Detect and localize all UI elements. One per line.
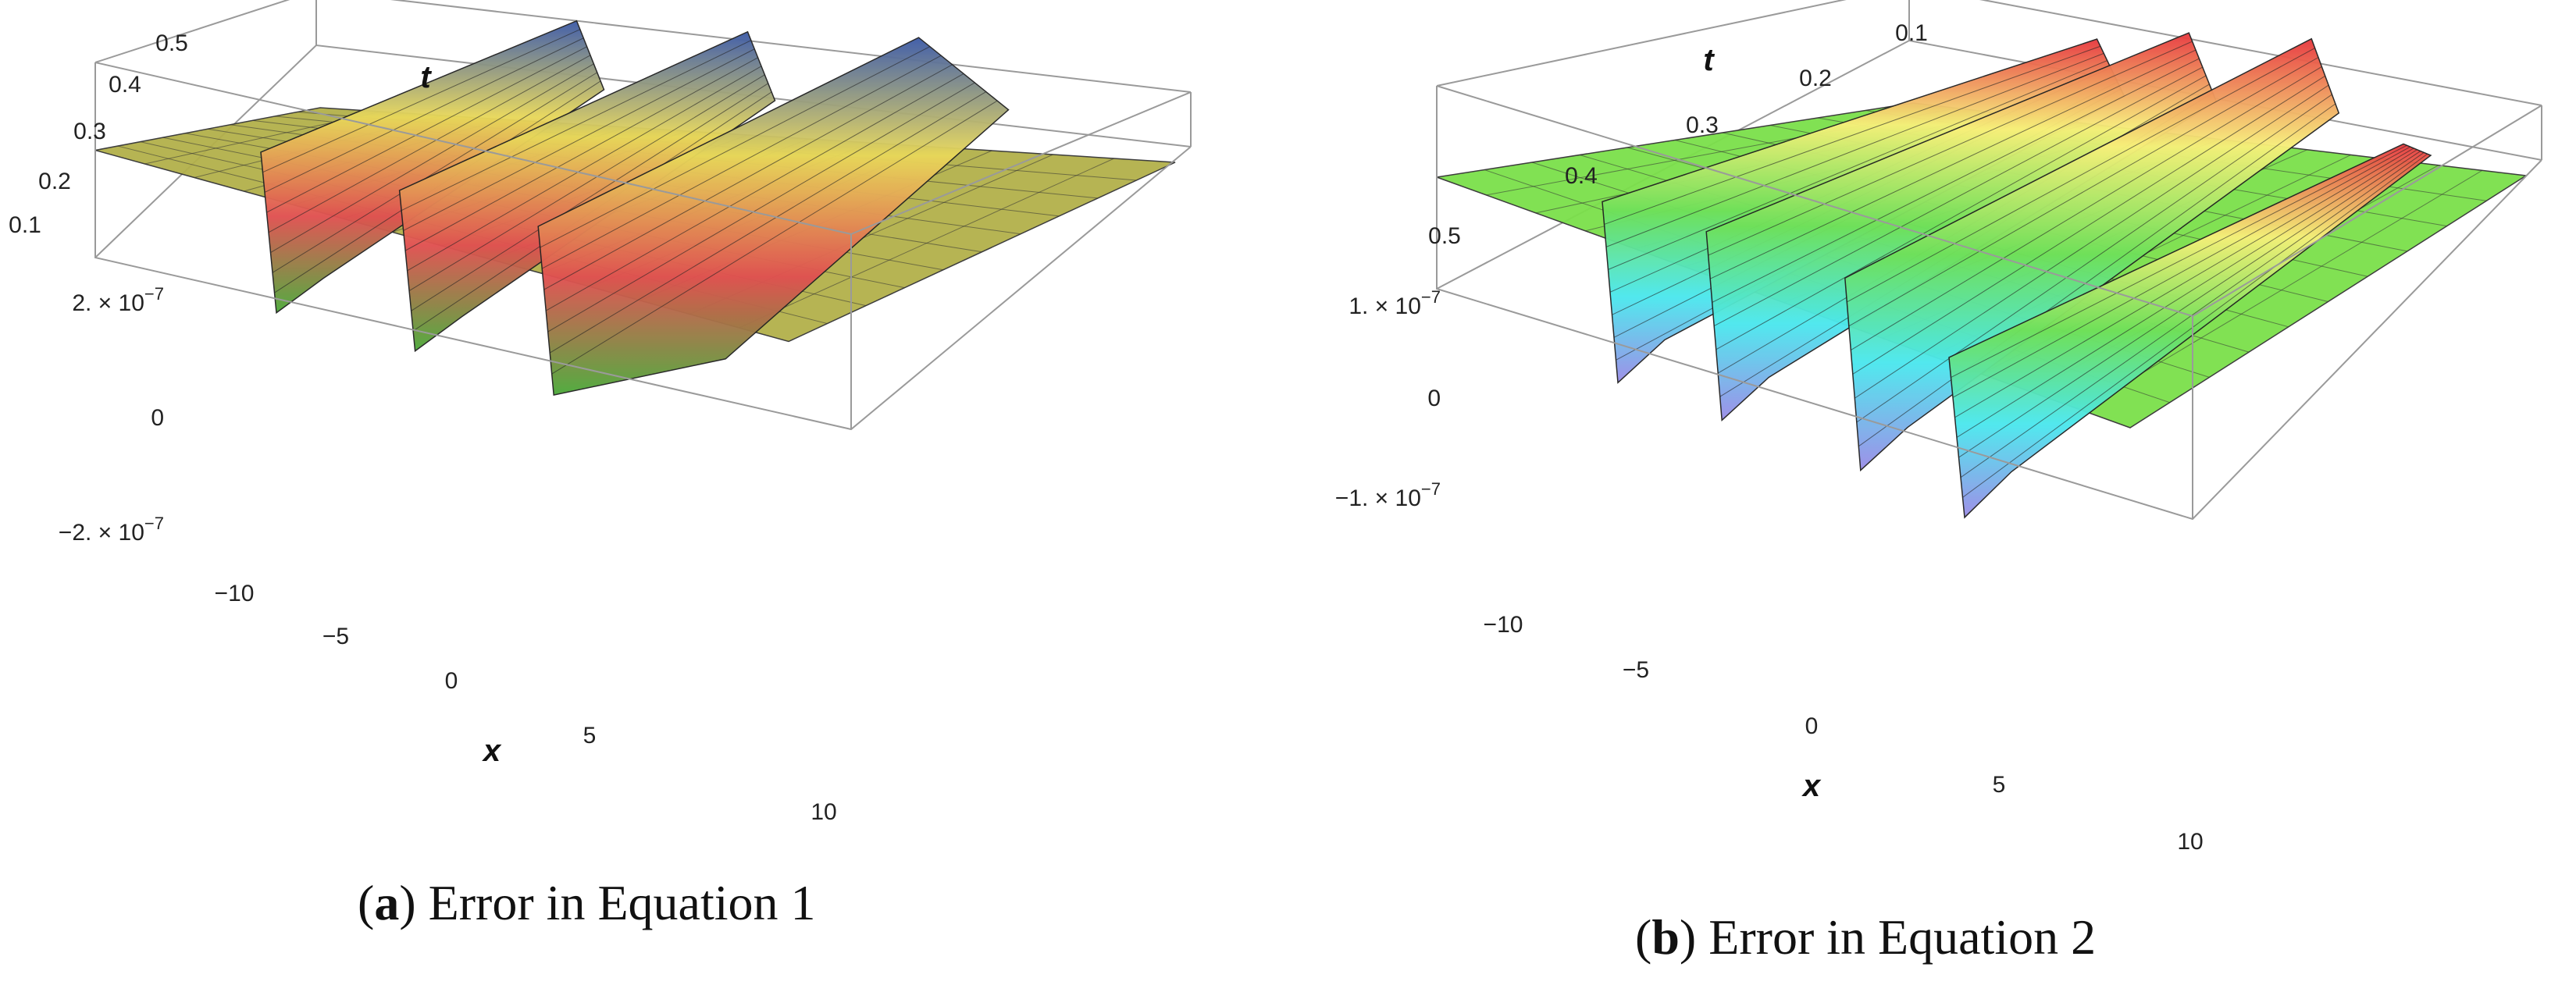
surface-mesh-line (1958, 151, 2421, 458)
x-tick-label: 10 (811, 799, 836, 825)
t-tick-label: 0.4 (109, 72, 141, 98)
x-tick-label: 0 (1805, 713, 1819, 739)
surface-mesh-line (408, 74, 765, 292)
t-tick-label: 0.4 (1565, 163, 1598, 189)
box-back-top-edge (1436, 0, 2542, 106)
surface-mesh-line (1952, 146, 2410, 398)
surface-mesh-line (1608, 60, 2107, 270)
surface-mesh-line (1713, 66, 2203, 327)
surface-mesh-line (401, 40, 752, 212)
z-tick-label: −2. × 10−7 (59, 514, 164, 546)
surface-mesh-line (411, 83, 769, 311)
t-tick-label: 0.1 (9, 212, 41, 238)
surface-mesh-line (540, 46, 931, 248)
surface-mesh-line (1954, 148, 2414, 418)
t-tick-label: 0.1 (1895, 20, 1928, 46)
surface-mesh-line (1847, 48, 2315, 303)
x-tick-label: 0 (445, 668, 458, 694)
surface-mesh-line (1605, 52, 2104, 247)
x-tick-label: −10 (215, 581, 255, 606)
caption-b: (b) Error in Equation 2 (1635, 909, 2097, 965)
surface-mesh-line (541, 55, 942, 269)
x-tick-label: 5 (583, 723, 597, 749)
surface-mesh-line (403, 48, 755, 231)
surface-mesh-line (407, 66, 762, 272)
caption-b-letter: b (1651, 909, 1680, 965)
surface-mesh-line (1855, 84, 2329, 399)
surface-plot-a: −10 −5 0 5 10 0.1 0.20.30.4 0.5 2. × 10−7 0 −2. × … (9, 0, 1192, 825)
x-tick-label: 5 (1993, 772, 2006, 798)
t-axis-label: t (1703, 43, 1715, 77)
chart-panel-a: −10 −5 0 5 10 0.1 0.2 0.3 0.4 0.5 2. × 10−7 0 −2. × … (0, 0, 1281, 985)
box-front-edges (1436, 86, 2542, 521)
t-tick-label: 0.5 (1428, 223, 1461, 249)
t-tick-label: 0.3 (73, 119, 106, 144)
surface-mesh-line (268, 55, 591, 233)
chart-panel-b: −10 −5 0 5 10 0.1 0.2 0.3 0.4 0.5 1. × 10−7 0 −1. × … (1281, 0, 2576, 985)
z-tick-label: 2. × 10−7 (72, 284, 164, 316)
surface-mesh-line (1856, 94, 2332, 423)
surface-mesh-line (1858, 103, 2336, 447)
surface-mesh-line (1960, 152, 2425, 478)
x-axis-label: x (1801, 769, 1822, 803)
surface-mesh-line (1604, 45, 2101, 225)
t-tick-label: 0.3 (1686, 112, 1719, 138)
z-tick-label: 0 (151, 405, 164, 431)
t-tick-label: 0.5 (155, 30, 188, 56)
surface-mesh-line (262, 29, 581, 173)
surface-mesh-line (1951, 144, 2407, 379)
z-tick-label: 1. × 10−7 (1349, 287, 1441, 319)
x-axis-label: x (482, 734, 502, 768)
x-tick-label: −5 (1623, 657, 1649, 683)
caption-b-text: Error in Equation 2 (1708, 909, 2097, 965)
x-tick-label: −5 (322, 624, 349, 649)
surface-mesh-line (547, 82, 975, 332)
t-axis-label: t (420, 60, 432, 94)
surface-mesh-line (1709, 49, 2197, 279)
surface-mesh-line (1716, 75, 2207, 350)
surface-mesh-line (272, 72, 598, 273)
surface-mesh-line (545, 73, 964, 311)
surface-mesh-line (543, 64, 953, 290)
box-front-edges (94, 62, 1192, 431)
surface-mesh-line (549, 91, 987, 354)
surface-mesh-line (404, 57, 758, 251)
box-back-top-edge (94, 0, 1192, 93)
surface-mesh-line (1852, 75, 2326, 375)
x-tick-label: 10 (2177, 829, 2203, 855)
surface-feature-4 (1948, 143, 2432, 519)
caption-a: (a) Error in Equation 1 (358, 875, 816, 930)
surface-mesh-line (1712, 58, 2200, 303)
surface-plot-b: −10 −5 0 5 10 0.1 0.2 0.3 0.4 0.5 1. × 10−7 0 −1. × … (1335, 0, 2542, 855)
z-tick-label: −1. × 10−7 (1335, 479, 1441, 511)
surface-mesh-line (1962, 153, 2428, 498)
z-tick-label: 0 (1427, 386, 1441, 411)
x-tick-label: −10 (1484, 612, 1523, 638)
surface-mesh-line (264, 37, 584, 193)
surface-mesh-line (551, 100, 998, 375)
surface-mesh-line (1848, 57, 2319, 327)
surface-mesh-line (1708, 41, 2193, 256)
t-tick-label: 0.2 (1799, 66, 1832, 91)
surface-mesh-line (266, 46, 587, 213)
caption-a-letter: a (374, 875, 400, 930)
surface-mesh-line (270, 63, 594, 254)
surface-mesh-line (1851, 66, 2322, 351)
t-tick-label: 0.2 (38, 169, 71, 194)
surface-mesh-line (1956, 149, 2417, 438)
caption-a-text: Error in Equation 1 (428, 875, 816, 930)
